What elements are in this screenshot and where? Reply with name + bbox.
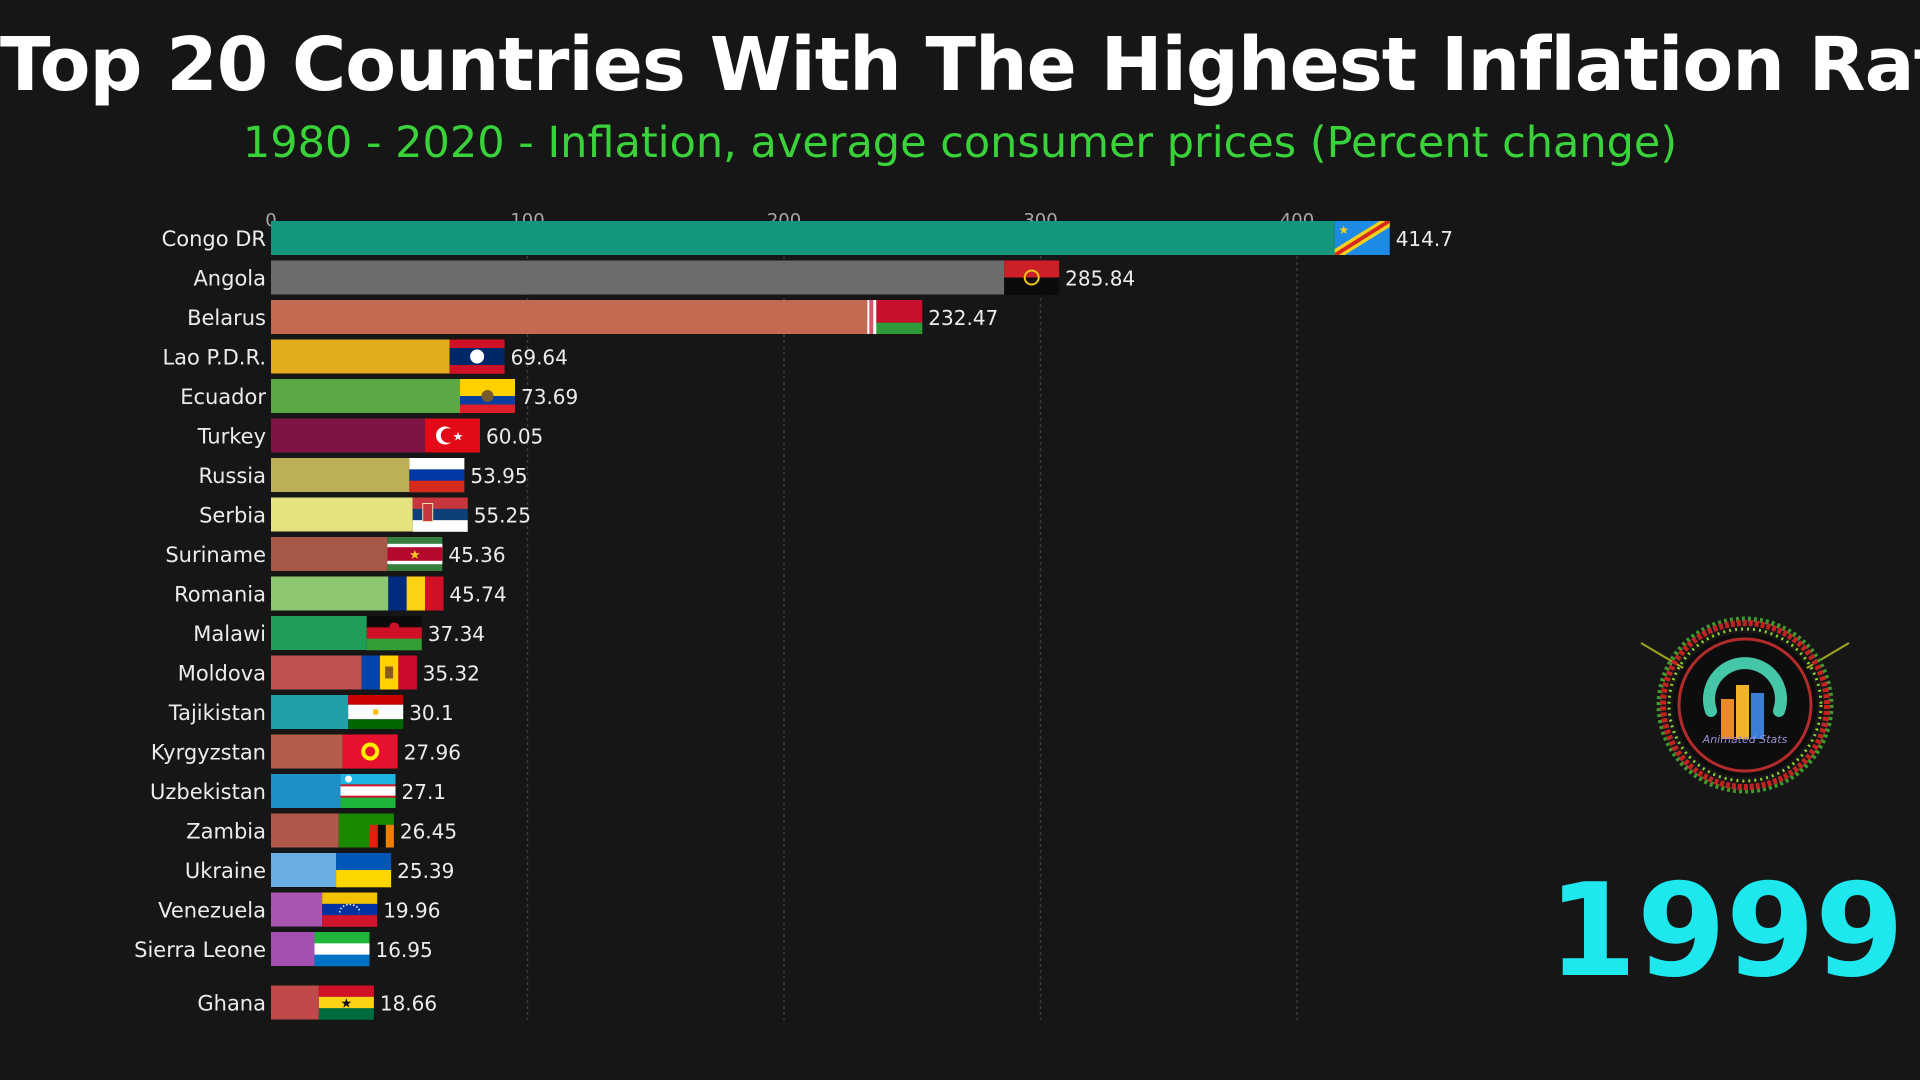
flag-tajikistan-icon <box>348 695 404 729</box>
animated-stats-logo-icon: Animated Stats <box>1640 616 1850 794</box>
category-label: Ukraine <box>185 859 266 883</box>
data-label: 53.95 <box>470 464 527 488</box>
category-label: Uzbekistan <box>150 780 266 804</box>
category-label: Romania <box>174 583 266 607</box>
flag-sierra-leone-icon <box>314 932 370 967</box>
bar <box>271 734 343 769</box>
bar <box>271 458 410 492</box>
data-label: 27.1 <box>402 780 447 804</box>
category-label: Zambia <box>186 820 266 844</box>
chart-title: Top 20 Countries With The Highest Inflat… <box>0 22 1920 108</box>
category-label: Tajikistan <box>168 701 266 725</box>
bar <box>271 695 349 729</box>
flag-belarus-icon <box>867 300 923 334</box>
data-label: 55.25 <box>474 504 531 528</box>
flag-ecuador-icon <box>460 379 516 413</box>
bar <box>271 260 1005 295</box>
svg-text:★: ★ <box>409 548 421 563</box>
category-label: Moldova <box>178 662 266 686</box>
x-tick-label: 0 <box>265 210 276 231</box>
bar <box>271 418 426 453</box>
flag-angola-icon <box>1004 260 1060 295</box>
flag-zambia-icon <box>338 813 394 848</box>
bar <box>271 576 389 611</box>
svg-text:★: ★ <box>453 430 464 444</box>
bottom-mask <box>0 1022 1920 1080</box>
flag-ukraine-icon <box>336 853 392 888</box>
bar <box>271 221 1335 255</box>
flag-venezuela-icon <box>322 892 378 927</box>
flag-russia-icon <box>409 458 465 493</box>
category-label: Lao P.D.R. <box>162 346 266 370</box>
bar <box>271 932 315 966</box>
data-label: 45.36 <box>448 543 505 567</box>
category-label: Ghana <box>197 992 266 1016</box>
category-label: Ecuador <box>180 385 266 409</box>
data-label: 30.1 <box>409 701 454 725</box>
data-label: 60.05 <box>486 425 543 449</box>
flag-uzbekistan-icon <box>340 774 396 808</box>
bar <box>271 339 450 374</box>
flag-serbia-icon <box>412 497 468 532</box>
data-label: 16.95 <box>375 938 432 962</box>
category-label: Serbia <box>199 504 266 528</box>
category-label: Malawi <box>193 622 266 646</box>
flag-romania-icon <box>388 576 444 611</box>
data-label: 69.64 <box>511 346 568 370</box>
flag-ghana-icon: ★ <box>318 985 374 1020</box>
data-label: 35.32 <box>423 662 480 686</box>
logo-text: Animated Stats <box>1702 733 1788 746</box>
bar <box>271 616 367 650</box>
data-label: 37.34 <box>428 622 485 646</box>
svg-text:★: ★ <box>341 997 353 1012</box>
category-label: Turkey <box>197 425 266 449</box>
category-label: Angola <box>193 267 266 291</box>
flag-laos-icon <box>449 339 505 374</box>
category-label: Venezuela <box>158 899 266 923</box>
bar <box>271 379 461 413</box>
bar <box>271 985 319 1020</box>
bar <box>271 853 337 887</box>
bar <box>271 537 388 571</box>
chart-subtitle: 1980 - 2020 - Inflation, average consume… <box>242 118 1678 168</box>
flag-congo-dr-icon: ★ <box>1334 221 1390 255</box>
data-label: 232.47 <box>928 306 998 330</box>
data-label: 27.96 <box>404 741 461 765</box>
category-label: Sierra Leone <box>134 938 266 962</box>
flag-suriname-icon: ★ <box>387 537 443 571</box>
category-label: Belarus <box>187 306 266 330</box>
data-label: 45.74 <box>449 583 506 607</box>
data-label: 25.39 <box>397 859 454 883</box>
data-label: 18.66 <box>380 992 437 1016</box>
bar <box>271 655 362 690</box>
category-label: Russia <box>198 464 266 488</box>
data-label: 26.45 <box>400 820 457 844</box>
flag-moldova-icon <box>361 655 417 690</box>
flag-malawi-icon <box>366 616 422 651</box>
bar <box>271 300 868 334</box>
category-label: Congo DR <box>162 227 266 251</box>
category-label: Suriname <box>165 543 266 567</box>
svg-text:★: ★ <box>1338 223 1349 237</box>
flag-kyrgyzstan-icon <box>342 734 398 769</box>
data-label: 73.69 <box>521 385 578 409</box>
bar <box>271 813 339 848</box>
bar <box>271 892 323 927</box>
bar <box>271 497 413 532</box>
data-label: 285.84 <box>1065 267 1135 291</box>
category-label: Kyrgyzstan <box>151 741 266 765</box>
flag-turkey-icon: ★ <box>425 418 481 453</box>
data-label: 414.7 <box>1396 227 1453 251</box>
data-label: 19.96 <box>383 899 440 923</box>
bar <box>271 774 341 808</box>
year-counter: 1999 <box>1547 857 1904 1006</box>
